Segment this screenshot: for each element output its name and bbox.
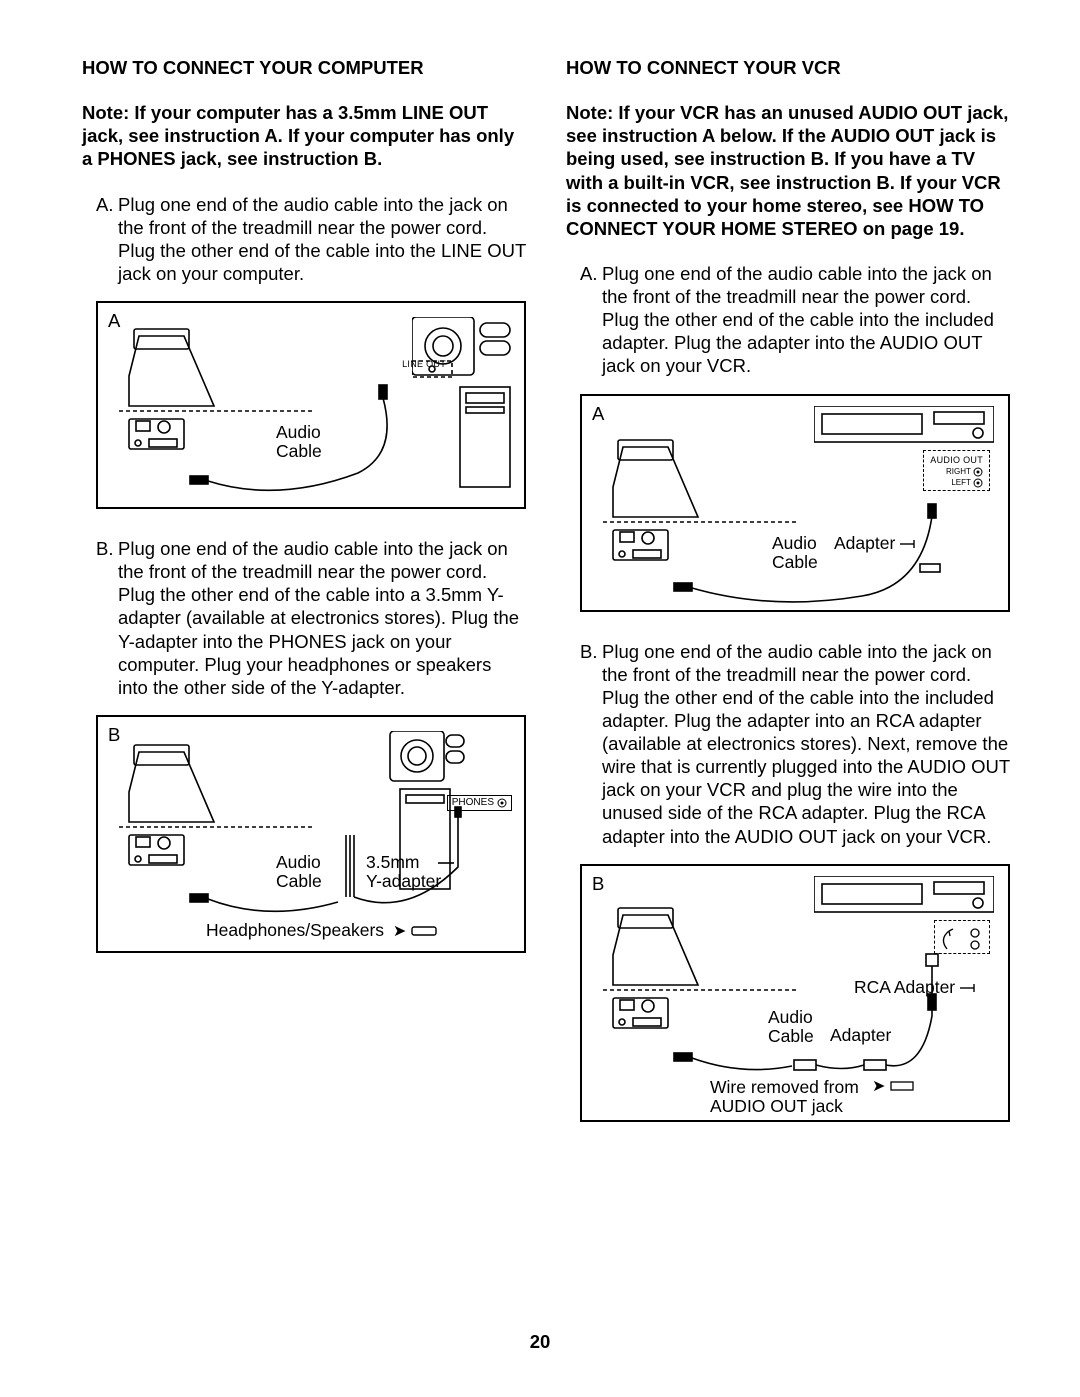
phones-text: PHONES	[452, 797, 494, 810]
adapter-label: Adapter	[830, 1026, 891, 1045]
left-column: HOW TO CONNECT YOUR COMPUTER Note: If yo…	[82, 56, 526, 1150]
audio-cable-label: Audio Cable	[276, 853, 322, 892]
adapter-label: Adapter	[834, 534, 918, 553]
audio-cable-label: Audio Cable	[768, 1008, 814, 1047]
right-step-b: B. Plug one end of the audio cable into …	[566, 640, 1010, 848]
right-column: HOW TO CONNECT YOUR VCR Note: If your VC…	[566, 56, 1010, 1150]
page-number: 20	[0, 1330, 1080, 1353]
arrow-right-icon: ➤	[393, 923, 406, 940]
vcr-icon	[814, 406, 994, 446]
left-step-b: B. Plug one end of the audio cable into …	[82, 537, 526, 699]
step-body: Plug one end of the audio cable into the…	[118, 537, 526, 699]
figure-label: B	[592, 872, 604, 895]
right-note: Note: If your VCR has an unused AUDIO OU…	[566, 101, 1010, 240]
two-column-layout: HOW TO CONNECT YOUR COMPUTER Note: If yo…	[82, 56, 1010, 1150]
step-letter: B.	[96, 537, 118, 699]
left-figure-a: A	[96, 301, 526, 509]
left-heading: HOW TO CONNECT YOUR COMPUTER	[82, 56, 526, 79]
step-letter: A.	[96, 193, 118, 286]
right-step-a: A. Plug one end of the audio cable into …	[566, 262, 1010, 378]
step-body: Plug one end of the audio cable into the…	[118, 193, 526, 286]
headphones-label: Headphones/Speakers ➤	[206, 921, 437, 941]
computer-icon	[412, 317, 512, 497]
left-figure-b: B	[96, 715, 526, 953]
lineout-label: LINE OUT	[402, 359, 446, 370]
step-body: Plug one end of the audio cable into the…	[602, 640, 1010, 848]
yadapter-label: 3.5mm Y-adapter	[366, 853, 441, 892]
right-heading: HOW TO CONNECT YOUR VCR	[566, 56, 1010, 79]
step-letter: A.	[580, 262, 602, 378]
figure-label: A	[592, 402, 604, 425]
step-body: Plug one end of the audio cable into the…	[602, 262, 1010, 378]
right-figure-a: A	[580, 394, 1010, 612]
audio-cable-label: Audio Cable	[276, 423, 322, 462]
vcr-icon	[814, 876, 994, 916]
audioout-label: AUDIO OUT	[930, 454, 983, 467]
audio-cable-label: Audio Cable	[772, 534, 818, 573]
left-note: Note: If your computer has a 3.5mm LINE …	[82, 101, 526, 170]
step-letter: B.	[580, 640, 602, 848]
left-step-a: A. Plug one end of the audio cable into …	[82, 193, 526, 286]
audio-out-jacks	[934, 920, 990, 954]
rca-adapter-label: RCA Adapter	[854, 978, 978, 997]
right-figure-b: B	[580, 864, 1010, 1122]
audio-out-jacks: AUDIO OUT RIGHT LEFT	[923, 450, 990, 492]
arrow-right-icon: ➤	[872, 1077, 916, 1097]
phones-jack-label: PHONES	[447, 795, 512, 812]
wire-removed-label: Wire removed from AUDIO OUT jack	[710, 1078, 859, 1117]
